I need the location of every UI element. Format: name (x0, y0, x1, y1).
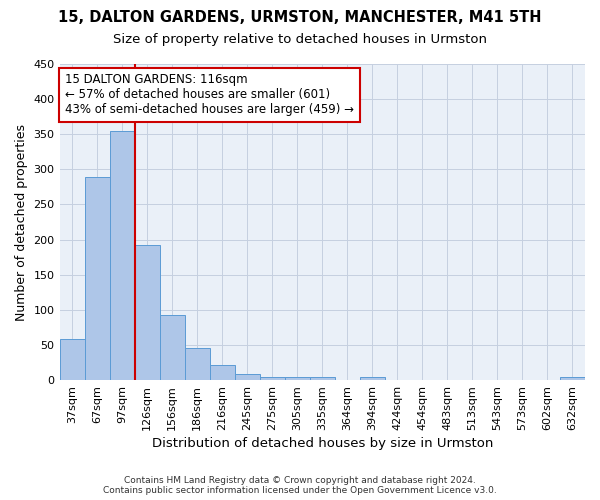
Bar (260, 376, 285, 380)
Bar (85, 177, 110, 380)
Bar (59, 338, 85, 380)
Bar (185, 348, 209, 380)
X-axis label: Distribution of detached houses by size in Urmston: Distribution of detached houses by size … (152, 437, 493, 450)
Bar (560, 376, 585, 380)
Bar (310, 376, 335, 380)
Bar (285, 376, 310, 380)
Y-axis label: Number of detached properties: Number of detached properties (15, 124, 28, 320)
Bar (209, 366, 235, 380)
Bar (110, 130, 134, 380)
Bar (235, 374, 260, 380)
Bar (160, 316, 185, 380)
Text: 15, DALTON GARDENS, URMSTON, MANCHESTER, M41 5TH: 15, DALTON GARDENS, URMSTON, MANCHESTER,… (58, 10, 542, 25)
Bar (134, 245, 160, 380)
Text: Contains HM Land Registry data © Crown copyright and database right 2024.
Contai: Contains HM Land Registry data © Crown c… (103, 476, 497, 495)
Bar (360, 376, 385, 380)
Text: Size of property relative to detached houses in Urmston: Size of property relative to detached ho… (113, 32, 487, 46)
Text: 15 DALTON GARDENS: 116sqm
← 57% of detached houses are smaller (601)
43% of semi: 15 DALTON GARDENS: 116sqm ← 57% of detac… (65, 74, 354, 116)
